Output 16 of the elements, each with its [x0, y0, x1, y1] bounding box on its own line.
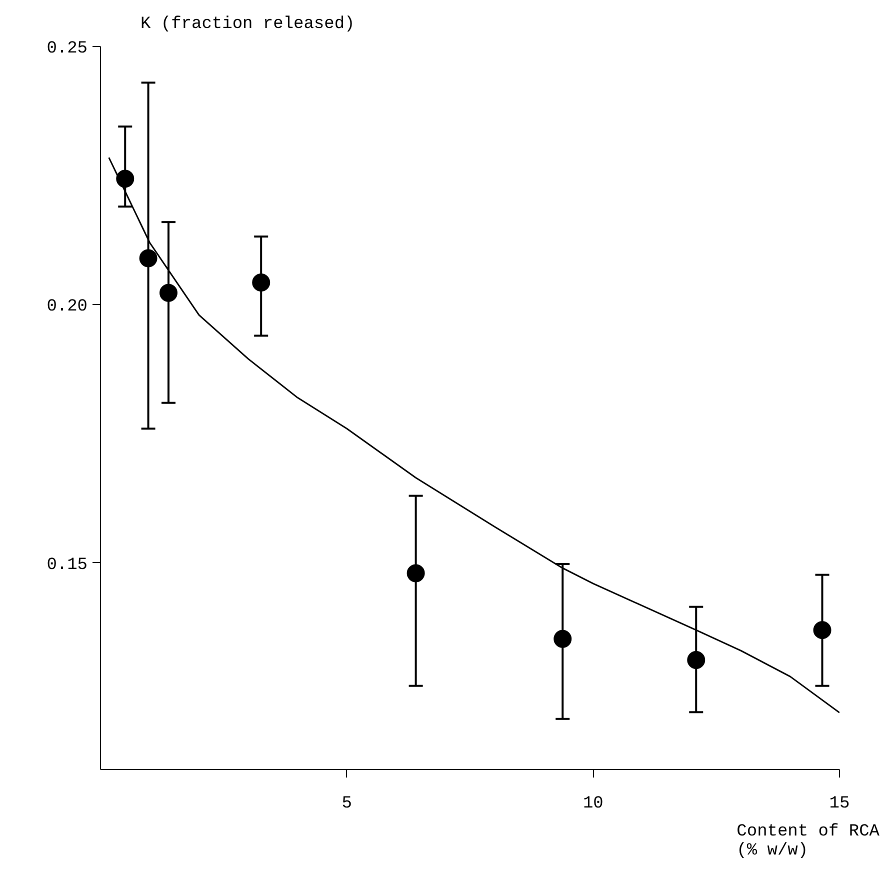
x-tick-label: 10: [582, 794, 604, 814]
point: [139, 249, 158, 268]
point: [159, 284, 178, 302]
point: [252, 274, 270, 292]
y-tick-label: 0.25: [46, 40, 88, 58]
x-tick-label: 15: [829, 794, 850, 814]
y-tick-label: 0.20: [46, 298, 88, 317]
x-tick-label: 5: [342, 794, 352, 814]
point: [813, 621, 832, 640]
y-tick-label: 0.15: [46, 556, 88, 575]
point: [406, 564, 425, 582]
x-axis-title: Content of RCA (% w/w): [736, 822, 880, 860]
y-axis-title: K (fraction released): [140, 15, 355, 34]
point: [116, 170, 134, 188]
point: [554, 630, 572, 648]
point: [687, 651, 706, 669]
